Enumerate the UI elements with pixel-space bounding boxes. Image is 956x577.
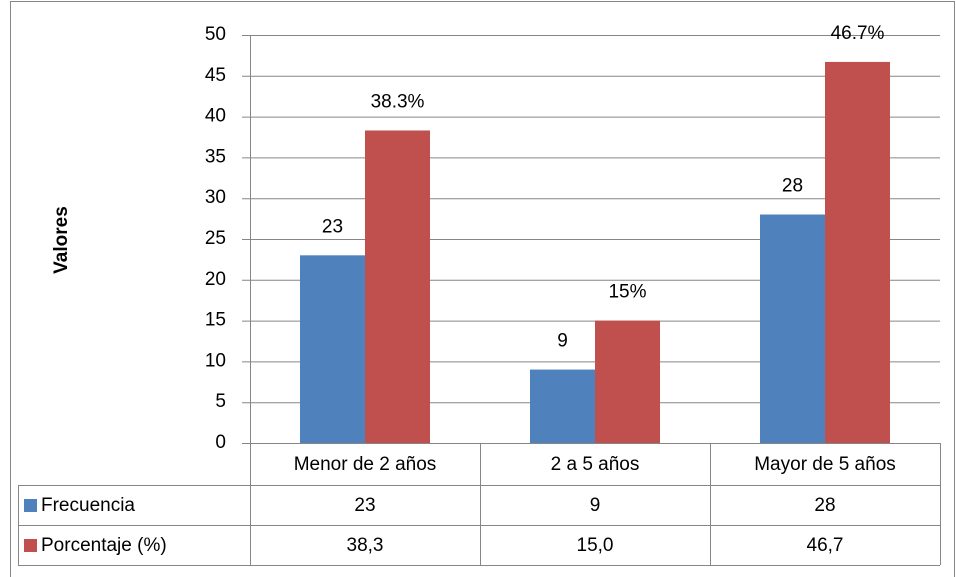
y-tick-label: 30 — [205, 187, 226, 208]
y-tick-label: 25 — [205, 228, 226, 249]
y-tick-label: 15 — [205, 310, 226, 331]
y-tick-label: 40 — [205, 106, 226, 127]
x-tick-label: Mayor de 5 años — [754, 454, 896, 475]
table-cell: 38,3 — [347, 535, 384, 556]
data-label: 15% — [608, 282, 646, 303]
table-cell: 23 — [354, 495, 375, 516]
data-label: 23 — [322, 216, 343, 237]
legend-swatch — [24, 499, 37, 512]
y-tick-label: 20 — [205, 269, 226, 290]
y-axis-label: Valores — [51, 206, 72, 274]
legend-swatch — [24, 539, 37, 552]
y-tick-label: 35 — [205, 146, 226, 167]
table-cell: 28 — [814, 495, 835, 516]
table-cell: 15,0 — [577, 535, 614, 556]
bar — [825, 61, 890, 443]
data-label: 9 — [557, 331, 568, 352]
table-cell: 9 — [590, 495, 601, 516]
table-cell: 46,7 — [807, 535, 844, 556]
y-tick-label: 10 — [205, 350, 226, 371]
bar — [530, 369, 595, 443]
data-label: 46.7% — [831, 23, 885, 44]
data-label: 28 — [782, 176, 803, 197]
bar — [595, 320, 660, 443]
y-tick-label: 45 — [205, 65, 226, 86]
bar — [365, 130, 430, 444]
legend-label: Frecuencia — [41, 495, 135, 516]
y-tick-label: 50 — [205, 24, 226, 45]
bar — [760, 214, 825, 443]
x-tick-label: 2 a 5 años — [551, 454, 640, 475]
bar — [300, 255, 365, 443]
x-tick-label: Menor de 2 años — [294, 454, 437, 475]
y-tick-label: 0 — [215, 432, 226, 453]
chart-border — [10, 1, 955, 577]
data-label: 38.3% — [371, 91, 425, 112]
y-tick-label: 5 — [215, 391, 226, 412]
legend-label: Porcentaje (%) — [41, 535, 167, 556]
